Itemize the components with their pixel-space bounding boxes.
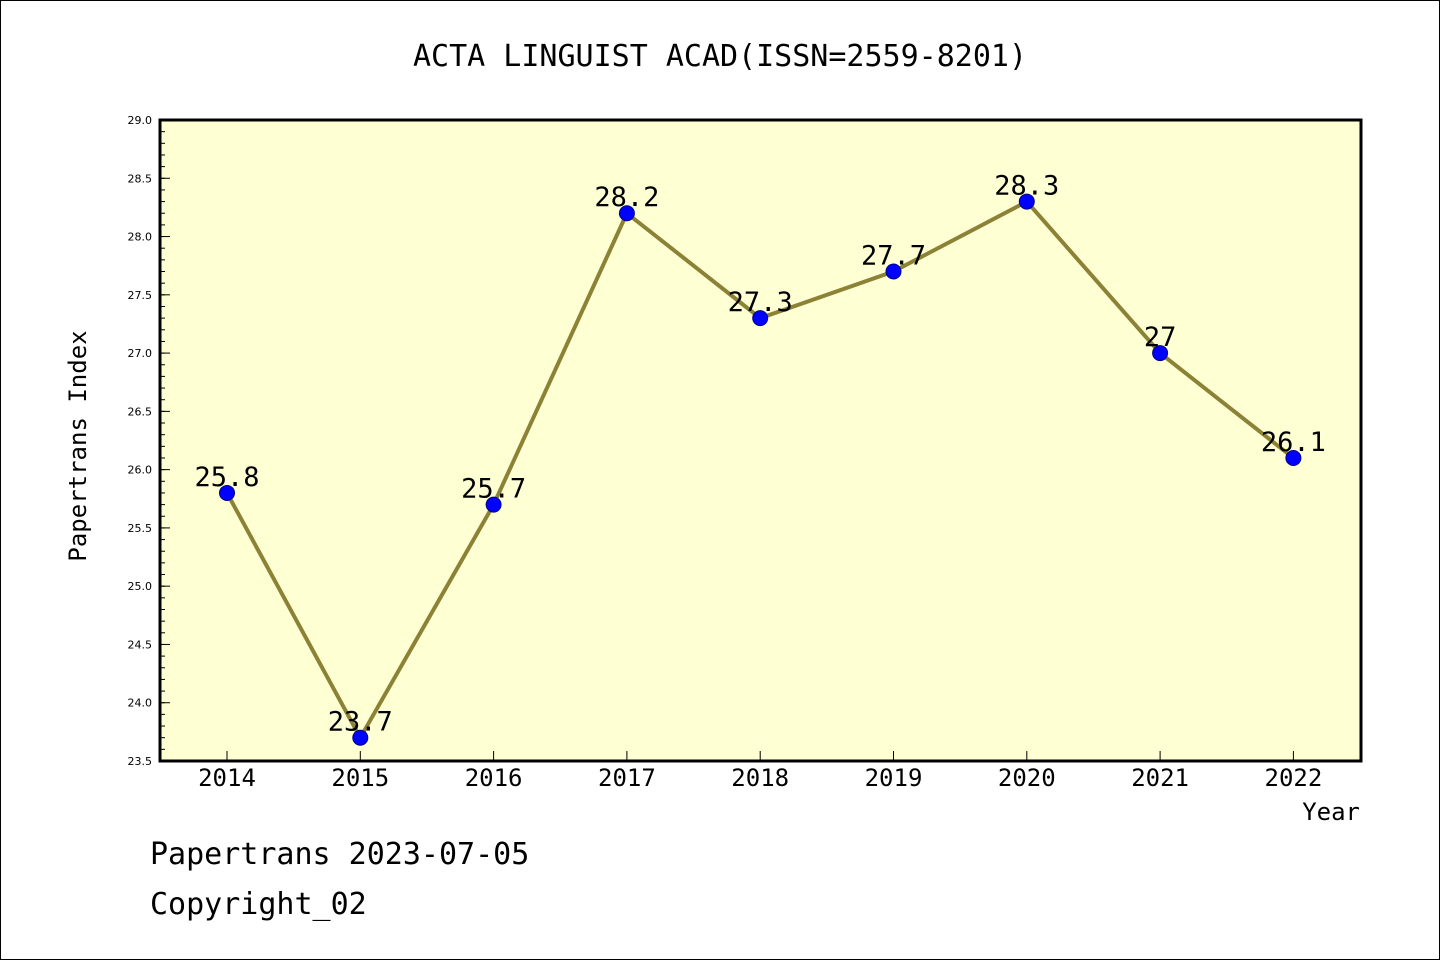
data-point <box>1152 345 1169 362</box>
data-label: 28.3 <box>994 171 1059 202</box>
data-label: 27.7 <box>861 241 926 272</box>
x-tick-label: 2016 <box>465 764 523 792</box>
data-point <box>485 496 502 513</box>
x-tick-label: 2014 <box>198 764 256 792</box>
data-point <box>352 729 369 746</box>
y-tick-label: 28.5 <box>128 172 153 185</box>
data-label: 25.7 <box>461 474 526 505</box>
x-tick-label: 2018 <box>731 764 789 792</box>
x-tick-label: 2017 <box>598 764 656 792</box>
data-label: 28.2 <box>594 182 659 213</box>
data-point <box>1018 193 1035 210</box>
y-axis-label: Papertrans Index <box>64 330 92 561</box>
footer-copyright: Copyright_02 <box>150 887 367 922</box>
y-tick-label: 27.0 <box>128 347 153 360</box>
y-tick-label: 23.5 <box>128 755 153 768</box>
y-tick-label: 28.0 <box>128 231 153 244</box>
data-point <box>219 484 235 501</box>
plot-area <box>158 118 1363 763</box>
y-tick-label: 29.0 <box>128 114 153 127</box>
chart-title: ACTA LINGUIST ACAD(ISSN=2559-8201) <box>413 39 1027 74</box>
x-tick-label: 2021 <box>1131 764 1189 792</box>
x-tick-label: 2019 <box>865 764 923 792</box>
y-tick-label: 24.5 <box>128 638 153 651</box>
y-tick-label: 25.5 <box>128 522 153 535</box>
y-tick-label: 26.0 <box>128 464 153 477</box>
data-points <box>219 193 1302 746</box>
x-axis-label: Year <box>1302 798 1360 826</box>
data-label: 25.8 <box>194 462 259 493</box>
footer-date: Papertrans 2023-07-05 <box>150 837 529 872</box>
data-label: 27 <box>1144 322 1177 353</box>
y-tick-label: 25.0 <box>128 580 153 593</box>
y-tick-label: 27.5 <box>128 289 153 302</box>
x-axis-ticks: 2014 2015 2016 2017 2018 2019 2020 2021 2022 <box>198 751 1322 792</box>
data-label: 26.1 <box>1261 427 1326 458</box>
data-label: 27.3 <box>728 287 793 318</box>
x-tick-label: 2022 <box>1265 764 1323 792</box>
x-tick-label: 2015 <box>331 764 389 792</box>
data-point <box>618 205 635 222</box>
y-axis-ticks: 23.5 24.0 24.5 25.0 25.5 26.0 26.5 27.0 27.5 28.0… <box>128 114 170 768</box>
data-point <box>1285 449 1302 466</box>
data-point <box>885 263 902 280</box>
y-tick-label: 24.0 <box>128 697 153 710</box>
data-point <box>752 310 769 327</box>
y-tick-label: 26.5 <box>128 405 153 418</box>
data-label: 23.7 <box>328 707 393 738</box>
x-tick-label: 2020 <box>998 764 1056 792</box>
data-labels: 25.8 23.7 25.7 28.2 27.3 27.7 28.3 27 26.1 <box>194 171 1325 738</box>
